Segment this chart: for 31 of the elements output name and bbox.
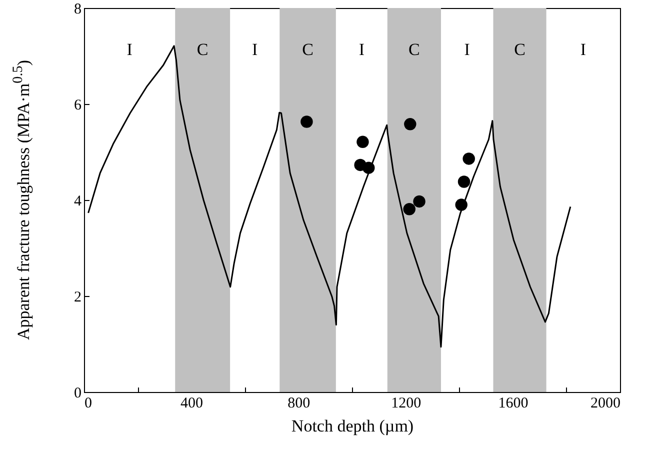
point [413,195,426,208]
point [455,198,468,211]
x-tick-label: 1200 [391,396,422,412]
point [300,116,313,128]
annotation: I [358,40,365,59]
point [404,118,416,130]
band-label: C [514,40,526,59]
x-tick-label: 400 [180,396,203,412]
y-tick-label: 8 [74,2,82,18]
band-label: C [302,40,314,59]
y-tick-label: 4 [74,194,82,210]
y-tick-label: 2 [74,290,82,306]
annotation: I [252,40,258,59]
point [356,136,369,148]
point [462,152,475,165]
point [458,176,470,188]
y-tick-label: 6 [74,98,82,114]
band-label: C [196,40,208,59]
annotation: I [580,40,586,59]
y-tick-label: 0 [74,386,82,402]
annotation: I [126,40,133,59]
x-tick-label: 2000 [590,396,620,412]
x-axis-title: Notch depth (µm) [291,416,414,436]
x-tick-label: 1600 [498,396,528,412]
annotation: I [464,40,470,59]
band-label: C [408,40,420,59]
x-tick-label: 800 [288,396,310,412]
point [362,162,375,174]
line-series [88,45,572,348]
point [403,203,416,216]
x-tick-label: 0 [84,396,92,412]
